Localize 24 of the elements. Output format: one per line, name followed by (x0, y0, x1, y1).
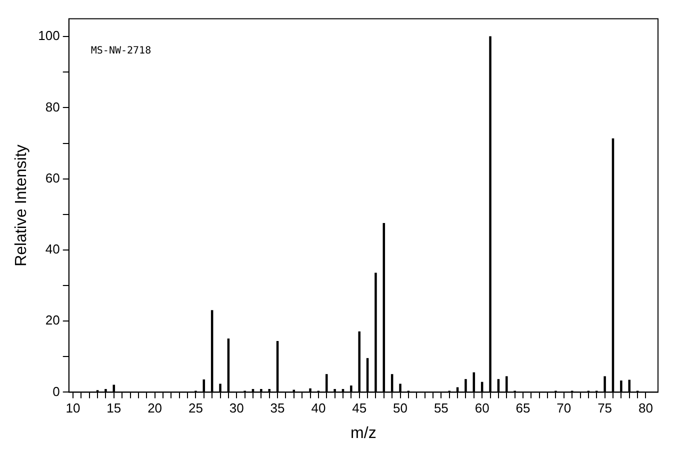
x-tick-label: 35 (270, 400, 285, 416)
y-axis-title: Relative Intensity (13, 144, 30, 266)
x-axis-title: m/z (350, 424, 376, 442)
y-tick-label: 100 (38, 28, 60, 44)
y-tick-label: 20 (45, 312, 60, 328)
x-tick-label: 40 (311, 400, 326, 416)
x-tick-label: 65 (516, 400, 530, 416)
x-tick-label: 15 (106, 400, 122, 416)
y-tick-label: 80 (45, 99, 60, 114)
annotation: MS-NW-2718 (90, 45, 152, 56)
x-tick-label: 50 (393, 400, 408, 416)
x-tick-label: 70 (556, 400, 572, 416)
x-tick-label: 80 (638, 400, 653, 416)
x-tick-label: 25 (188, 400, 203, 416)
x-tick-label: 60 (474, 400, 490, 416)
x-tick-label: 20 (148, 400, 162, 416)
x-tick-label: 55 (434, 400, 448, 416)
x-tick-label: 75 (598, 400, 612, 416)
y-tick-label: 60 (45, 170, 60, 186)
x-tick-label: 45 (352, 400, 367, 416)
x-tick-label: 30 (229, 400, 244, 416)
y-tick-label: 40 (45, 242, 60, 257)
y-tick-label: 0 (52, 384, 60, 399)
x-tick-label: 10 (66, 400, 80, 416)
